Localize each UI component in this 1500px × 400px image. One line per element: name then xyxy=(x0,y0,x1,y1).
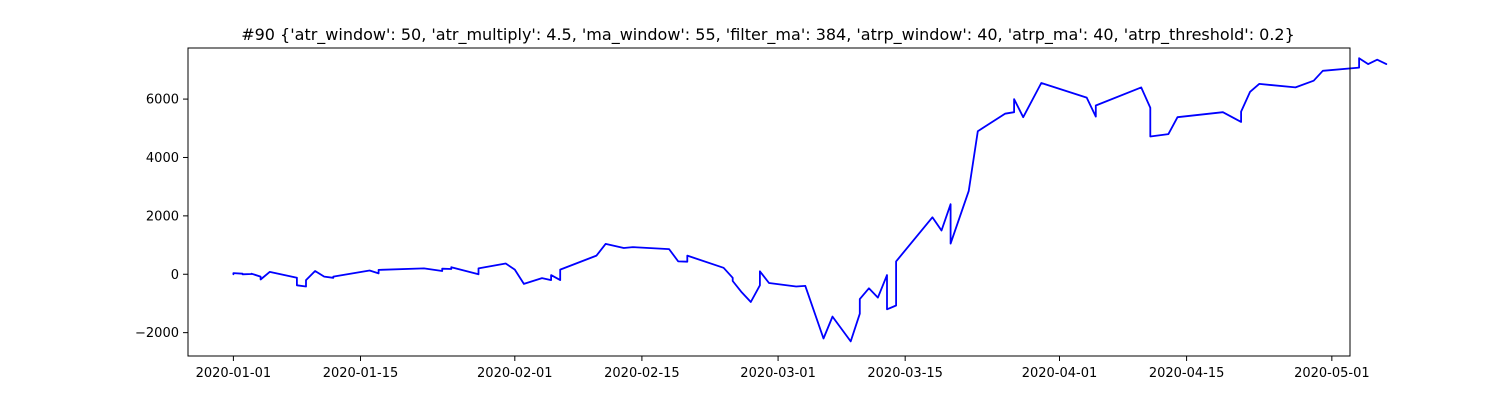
x-tick-label: 2020-03-01 xyxy=(740,366,816,381)
x-tick-label: 2020-04-15 xyxy=(1149,366,1225,381)
x-axis: 2020-01-01 2020-01-15 2020-02-01 2020-02-15… xyxy=(196,356,1370,381)
y-tick-label: 4000 xyxy=(146,151,179,166)
x-tick-label: 2020-02-01 xyxy=(477,366,553,381)
x-tick-label: 2020-03-15 xyxy=(867,366,943,381)
chart-title: #90 {'atr_window': 50, 'atr_multiply': 4… xyxy=(241,25,1295,45)
x-tick-label: 2020-01-01 xyxy=(196,366,272,381)
y-tick-label: −2000 xyxy=(135,326,179,341)
x-tick-label: 2020-01-15 xyxy=(323,366,399,381)
plot-area-frame xyxy=(187,47,1351,357)
y-axis: −2000 0 2000 4000 6000 xyxy=(135,93,188,341)
x-tick-label: 2020-02-15 xyxy=(604,366,680,381)
y-tick-label: 0 xyxy=(171,268,179,283)
y-tick-label: 2000 xyxy=(146,209,179,224)
x-tick-label: 2020-05-01 xyxy=(1294,366,1370,381)
y-tick-label: 6000 xyxy=(146,93,179,108)
x-tick-label: 2020-04-01 xyxy=(1022,366,1098,381)
series-layer xyxy=(232,57,1388,343)
series-line-0 xyxy=(232,57,1388,343)
